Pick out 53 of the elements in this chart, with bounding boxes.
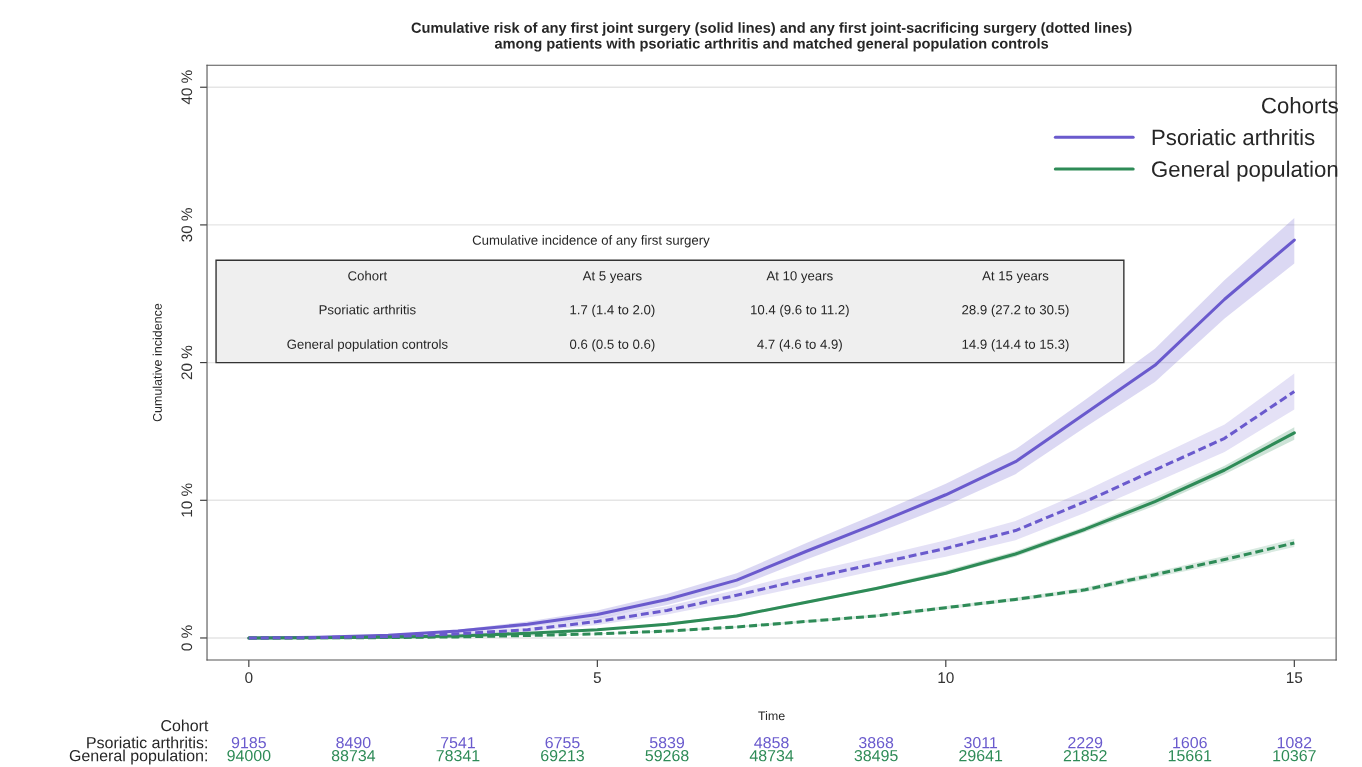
y-tick-label: 40 % <box>181 70 193 105</box>
annotation: Psoriatic arthritis <box>319 304 416 315</box>
x-tick-label: 0 <box>245 672 253 684</box>
text: 78341 <box>436 749 480 762</box>
legend-title: Cohorts <box>1262 97 1338 114</box>
text: 1606 <box>1173 736 1207 749</box>
text: 2229 <box>1068 736 1103 749</box>
y-tick-label: 30 % <box>181 208 193 242</box>
text: 21852 <box>1063 749 1107 762</box>
text: 3868 <box>858 736 894 749</box>
annotation: At 10 years <box>766 271 833 284</box>
x-axis-title: Time <box>758 711 785 721</box>
text: 10367 <box>1273 749 1316 762</box>
text: 48734 <box>749 749 794 762</box>
y-tick-label: 20 % <box>181 345 193 380</box>
text: 6755 <box>545 736 580 749</box>
annotation: 0.6 (0.5 to 0.6) <box>569 339 655 352</box>
text: 59268 <box>645 749 689 762</box>
annotation: 14.9 (14.4 to 15.3) <box>962 339 1069 352</box>
x-tick-label: 5 <box>593 672 601 684</box>
chart-title: Cumulative risk of any first joint surgery (solid lines) and any first joint-sacrificing surgery (dotted lines) among patients with psoriatic arthritis and matched general population controls <box>411 22 1132 52</box>
legend-label: General population <box>1152 160 1338 182</box>
annotation: Cohort <box>348 270 388 281</box>
annotation: 10.4 (9.6 to 11.2) <box>751 304 849 317</box>
annotation: At 5 years <box>582 271 642 284</box>
text: 3011 <box>964 736 998 749</box>
text: 4858 <box>754 736 789 749</box>
text: 7541 <box>440 737 475 749</box>
text: 15661 <box>1168 749 1212 762</box>
text: 5839 <box>649 736 685 749</box>
y-axis-title: Cumulative incidence <box>152 303 162 422</box>
legend-label: Psoriatic arthritis <box>1152 128 1315 146</box>
y-tick-label: 0 % <box>181 625 193 651</box>
text: 1082 <box>1277 736 1312 749</box>
annotation: At 15 years <box>982 271 1049 284</box>
text: Cohort <box>161 719 209 732</box>
text: General population: <box>69 749 207 765</box>
annotation: Cumulative incidence of any first surgery <box>472 235 710 248</box>
annotation: 4.7 (4.6 to 4.9) <box>757 339 842 352</box>
annotation: General population controls <box>287 339 448 352</box>
x-tick-label: 15 <box>1286 672 1303 684</box>
text: 88734 <box>331 749 376 762</box>
text: 29641 <box>959 749 1003 762</box>
text: 9185 <box>231 736 266 749</box>
y-tick-label: 10 % <box>181 483 193 517</box>
text: 94000 <box>227 749 271 762</box>
text: Psoriatic arthritis: <box>87 736 207 749</box>
text: 38495 <box>854 749 898 762</box>
annotation: 1.7 (1.4 to 2.0) <box>570 304 655 317</box>
x-tick-label: 10 <box>938 672 954 684</box>
text: 69213 <box>541 749 584 762</box>
annotation: 28.9 (27.2 to 30.5) <box>962 304 1069 317</box>
text: 8490 <box>336 736 371 749</box>
